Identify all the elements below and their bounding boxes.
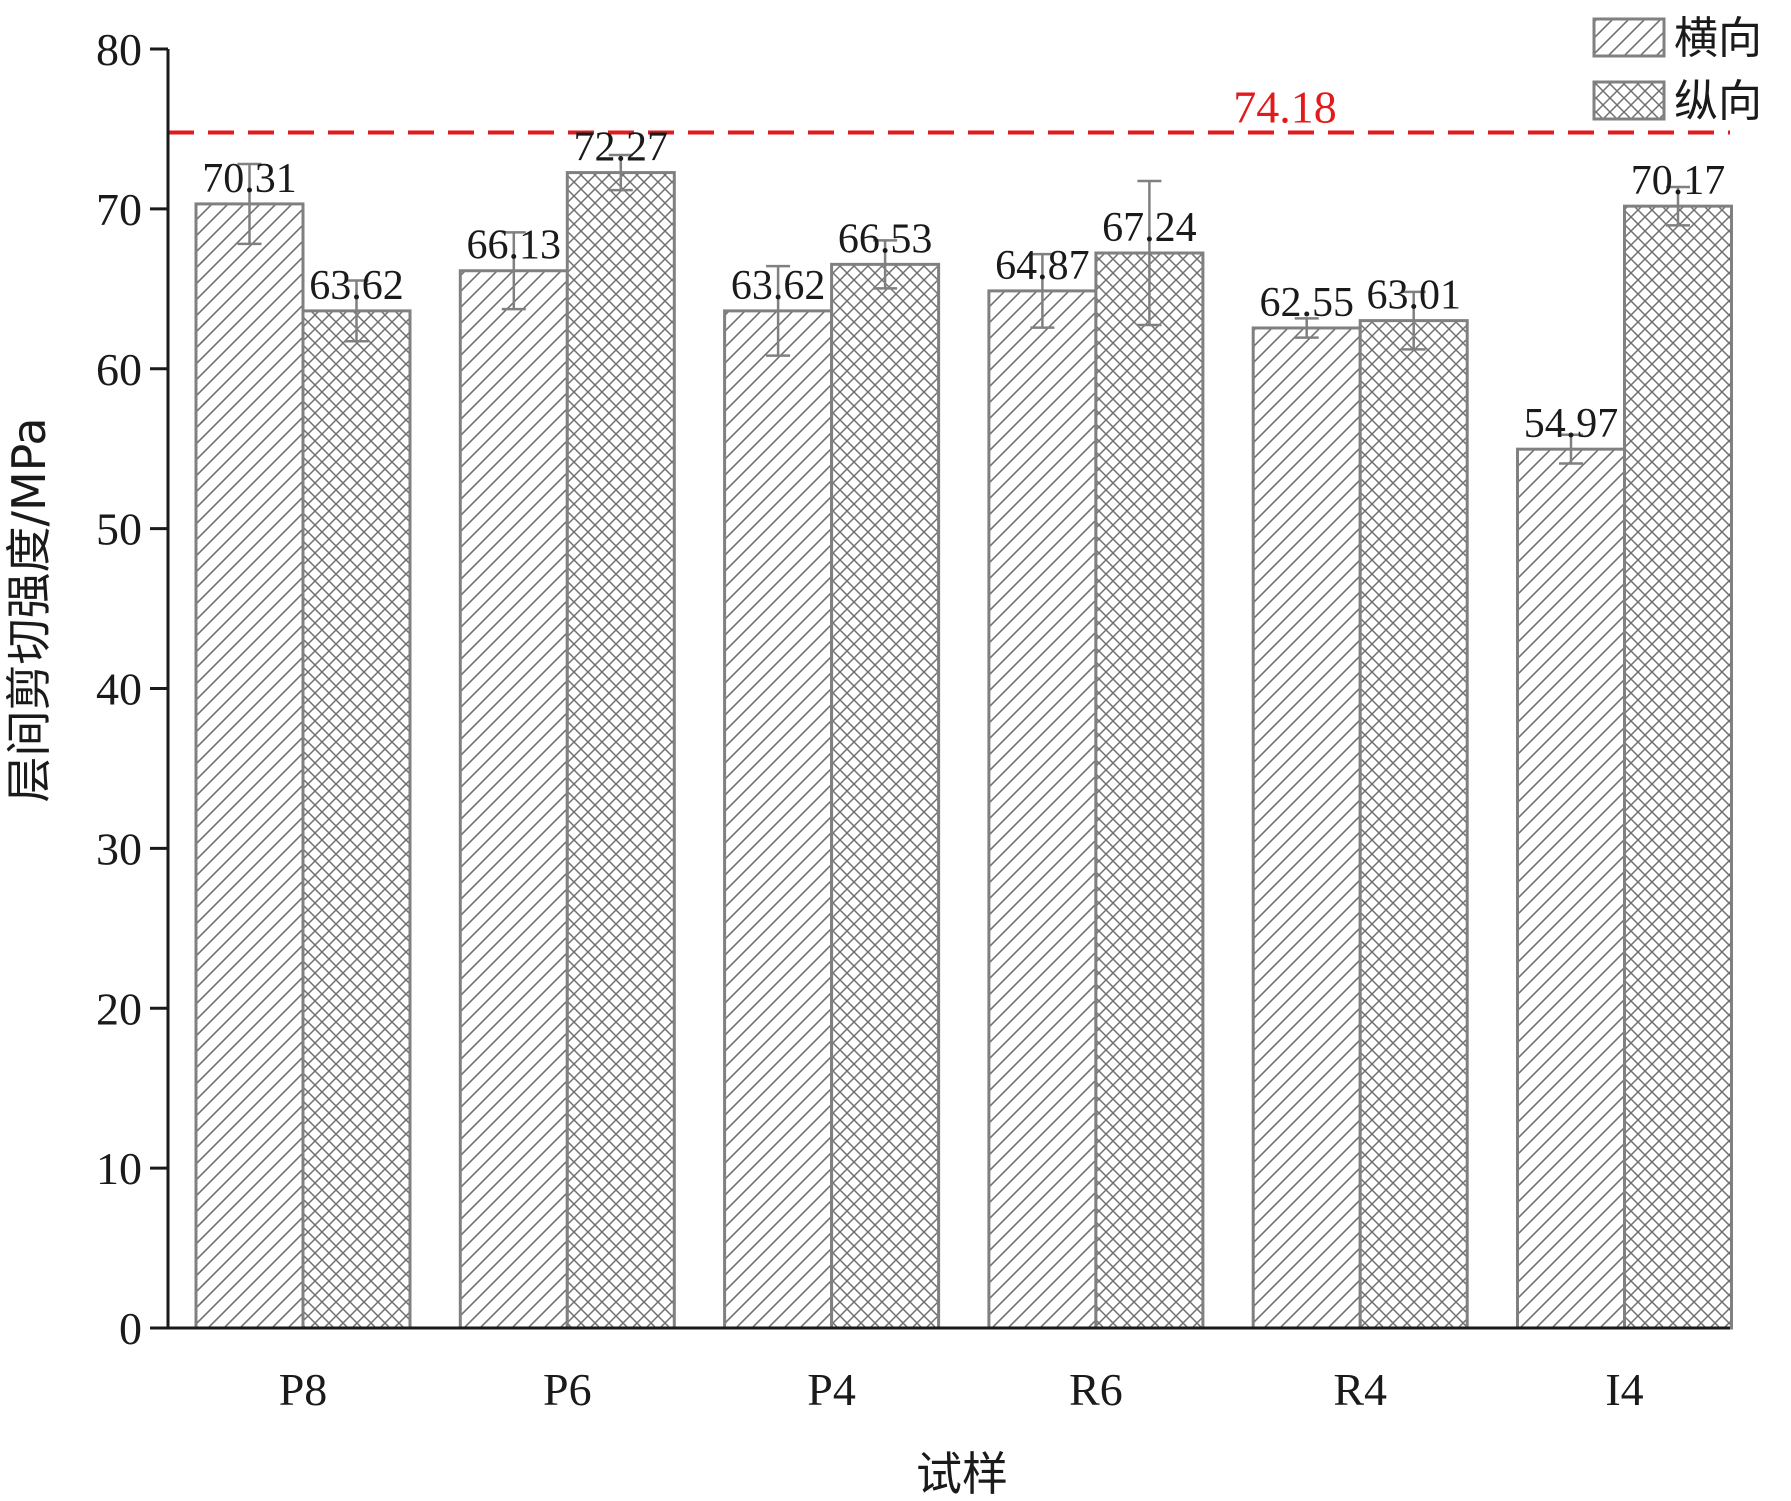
- y-tick-label: 40: [96, 664, 142, 715]
- data-label: 63.62: [731, 263, 826, 309]
- x-tick-label: P4: [807, 1364, 856, 1415]
- x-tick-label: P8: [279, 1364, 328, 1415]
- y-tick-label: 0: [119, 1303, 142, 1354]
- axes-group: 0 10 20 30 40 50 60 70 80 P8 P6 P4 R6 R4 I4: [96, 24, 1730, 1415]
- y-tick-label: 10: [96, 1143, 142, 1194]
- data-label: 63.62: [309, 263, 404, 309]
- reference-line-label: 74.18: [1233, 81, 1337, 132]
- legend-swatch: [1592, 17, 1666, 58]
- data-label: 64.87: [995, 243, 1090, 289]
- y-tick-label: 60: [96, 344, 142, 395]
- x-tick-label: P6: [543, 1364, 592, 1415]
- bar: [723, 309, 834, 1330]
- bar: [1358, 319, 1469, 1330]
- error-bars-group: [237, 153, 1690, 465]
- bar: [301, 309, 412, 1330]
- y-tick-label: 30: [96, 823, 142, 874]
- legend-swatch: [1592, 80, 1666, 121]
- x-tick-label: R6: [1069, 1364, 1123, 1415]
- y-tick-label: 50: [96, 504, 142, 555]
- data-label: 66.13: [467, 223, 562, 269]
- data-label: 62.55: [1259, 280, 1354, 326]
- bar: [458, 269, 569, 1330]
- bar: [1516, 447, 1626, 1330]
- bar: [1623, 204, 1733, 1330]
- data-label: 70.31: [202, 156, 297, 202]
- bars-group: [194, 171, 1733, 1330]
- legend-label: 横向: [1674, 13, 1762, 64]
- data-labels-group: 70.31 63.62 66.13 72.27 63.62 66.53 64.87 67.24…: [202, 125, 1725, 448]
- x-tick-label: I4: [1605, 1364, 1643, 1415]
- data-label: 66.53: [838, 216, 933, 262]
- bar: [987, 289, 1098, 1330]
- reference-line-group: 74.18: [168, 81, 1730, 135]
- data-label: 54.97: [1524, 401, 1619, 447]
- legend-label: 纵向: [1674, 76, 1762, 127]
- data-label: 72.27: [574, 125, 669, 171]
- y-tick-label: 70: [96, 184, 142, 235]
- x-axis-title: 试样: [916, 1447, 1008, 1501]
- bar: [1251, 326, 1362, 1330]
- bar: [1094, 251, 1205, 1330]
- data-label: 70.17: [1631, 158, 1726, 204]
- y-tick-label: 20: [96, 983, 142, 1034]
- y-axis-title: 层间剪切强度/MPa: [2, 417, 56, 802]
- data-label: 63.01: [1366, 273, 1461, 319]
- bar: [194, 202, 305, 1330]
- bar: [830, 262, 941, 1330]
- x-tick-label: R4: [1333, 1364, 1387, 1415]
- bar: [565, 171, 676, 1330]
- data-label: 67.24: [1102, 205, 1197, 251]
- y-tick-label: 80: [96, 24, 142, 75]
